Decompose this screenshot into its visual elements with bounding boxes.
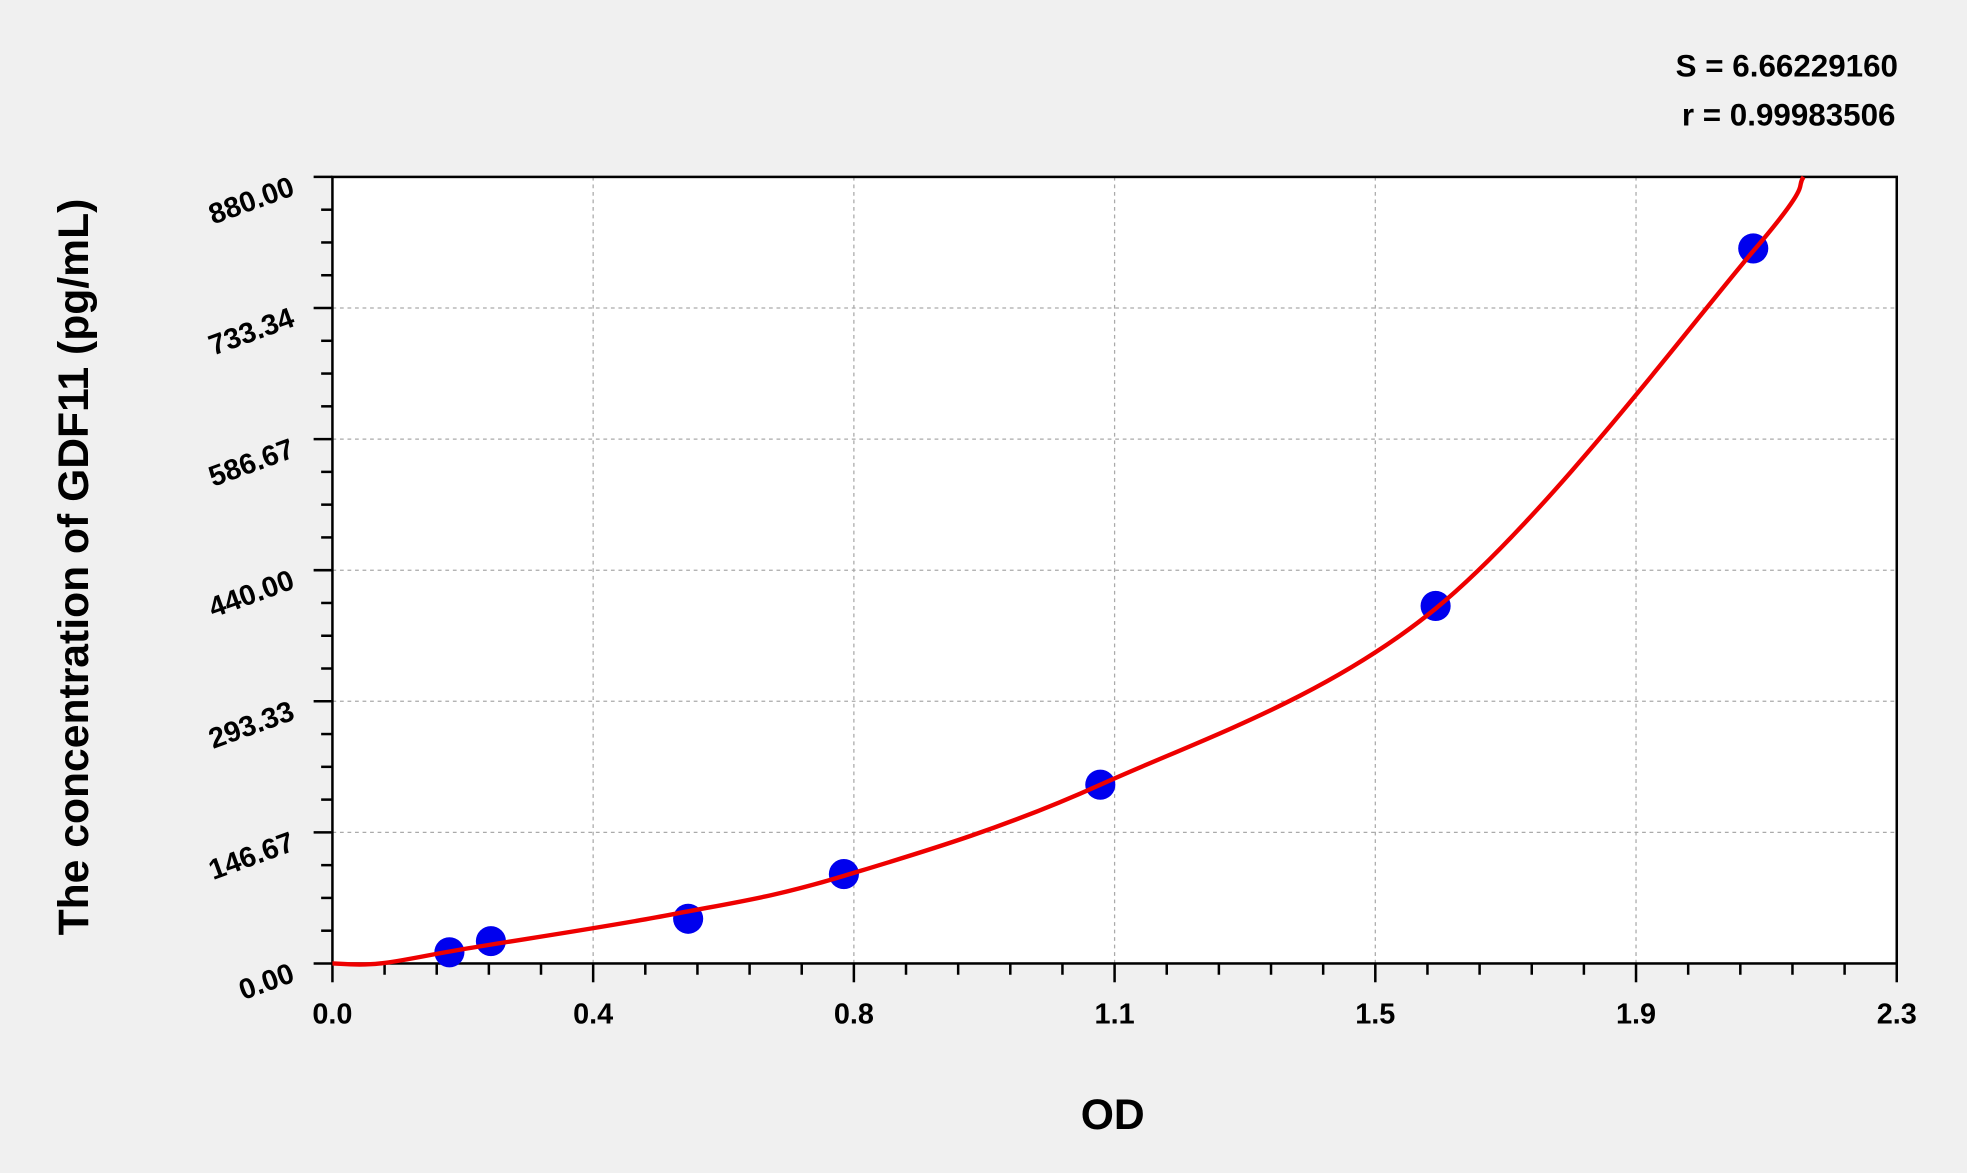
x-tick-label: 2.3 <box>1877 999 1917 1031</box>
y-tick-labels: 0.00 146.67 293.33 440.00 586.67 733.34 880.00 <box>205 171 299 1007</box>
stat-s: S = 6.66229160 <box>1676 49 1898 84</box>
plot-border <box>331 175 1899 965</box>
x-tick-label: 0.8 <box>834 999 874 1031</box>
x-tick-labels: 0.0 0.4 0.8 1.1 1.5 1.9 2.3 <box>312 999 1916 1031</box>
y-tick-label: 586.67 <box>205 433 299 493</box>
fit-curve <box>332 175 1806 967</box>
x-tick-label: 0.0 <box>312 999 352 1031</box>
data-point <box>475 926 506 957</box>
grid-lines <box>332 176 1897 964</box>
y-tick-label: 733.34 <box>205 302 299 362</box>
y-tick-label: 0.00 <box>235 958 299 1007</box>
x-tick-label: 1.1 <box>1095 999 1135 1031</box>
x-tick-label: 1.9 <box>1616 999 1656 1031</box>
y-tick-label: 880.00 <box>205 171 299 231</box>
y-tick-label: 440.00 <box>205 564 299 624</box>
y-axis-label: The concentration of GDF11 (pg/mL) <box>50 199 98 936</box>
x-tick-label: 0.4 <box>573 999 613 1031</box>
x-axis-label: OD <box>1081 1091 1145 1139</box>
y-tick-label: 293.33 <box>205 695 299 755</box>
stat-r: r = 0.99983506 <box>1682 97 1896 132</box>
axis-ticks <box>313 175 1899 983</box>
y-tick-label: 146.67 <box>205 826 299 886</box>
x-tick-label: 1.5 <box>1355 999 1395 1031</box>
